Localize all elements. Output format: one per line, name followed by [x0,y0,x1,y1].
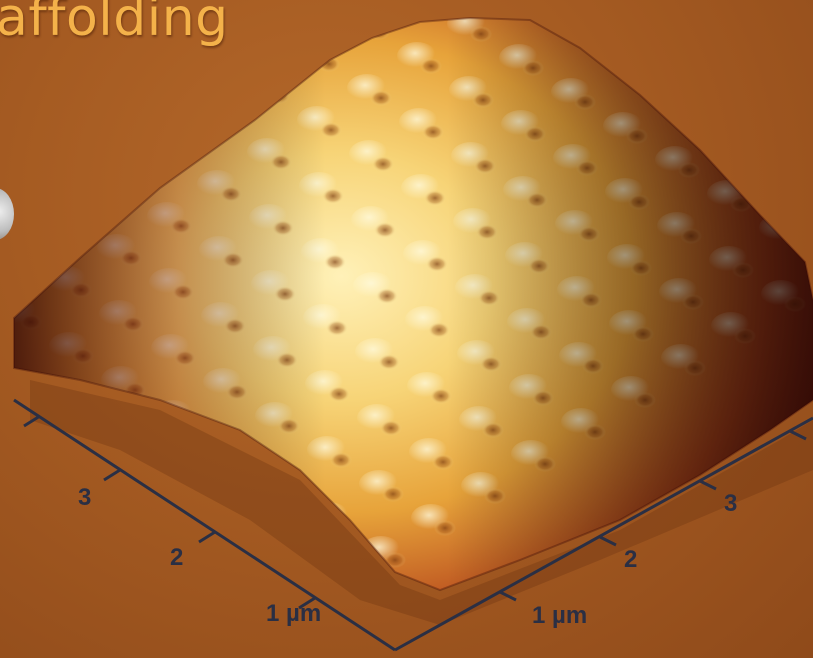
surface-bump [14,232,35,260]
surface-pore [14,116,36,132]
surface-bump [41,68,81,96]
left-axis-tick [198,530,216,544]
right-axis-line [394,416,813,652]
surface-bump [45,200,85,228]
right-axis-label-3: 3 [724,490,738,517]
right-axis-tick [699,479,717,491]
left-axis-line [13,398,396,652]
left-axis-label-3: 3 [78,484,92,511]
right-axis-tick [599,535,617,547]
left-axis-tick [103,468,121,482]
surface-bump [43,134,83,162]
surface-pore [168,152,190,168]
edge-sphere-graphic [0,188,14,240]
surface-bump [195,104,235,132]
surface-pore [216,54,238,70]
surface-bump [395,0,435,4]
surface-bump [243,18,283,34]
surface-bump [145,136,185,164]
surface-bump [245,72,285,100]
surface-pore [166,86,188,102]
surface-pore [266,22,288,38]
surface-pore [18,248,40,264]
surface-bump [293,0,333,2]
surface-pore [66,150,88,166]
surface-bump [345,18,385,36]
surface-bump [95,168,135,196]
left-axis-tick [23,414,41,428]
surface-pore [64,84,86,100]
surface-pore [16,182,38,198]
surface-pore [68,216,90,232]
axis-lines [13,398,813,652]
surface-bump [93,102,133,130]
surface-pore [316,0,338,6]
left-axis-label-2: 2 [170,544,184,571]
surface-pore [116,118,138,134]
surface-bump [14,100,31,128]
slide-title: affolding [0,0,229,48]
surface-bump [143,70,183,98]
surface-pore [118,184,140,200]
right-axis-tick [789,429,807,441]
right-axis-label-2: 2 [624,546,638,573]
surface-shadow [30,380,813,625]
surface-pore [418,0,440,8]
right-axis-tick [499,590,517,602]
surface-pore [114,52,136,68]
left-axis-tick [298,596,316,610]
left-axis-label-1um: 1 µm [266,600,322,627]
right-axis-label-1um: 1 µm [532,602,588,629]
surface-bump [14,166,33,194]
